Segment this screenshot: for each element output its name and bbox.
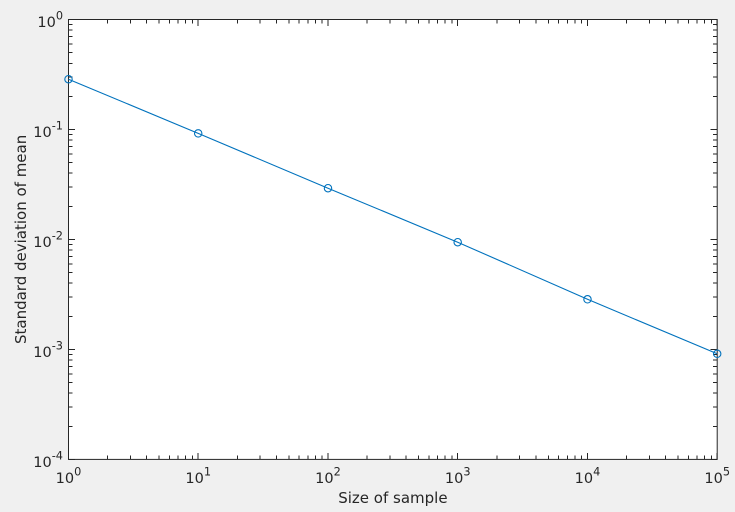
svg-text:Size of sample: Size of sample [338, 489, 447, 507]
svg-text:Standard deviation of mean: Standard deviation of mean [12, 135, 30, 344]
